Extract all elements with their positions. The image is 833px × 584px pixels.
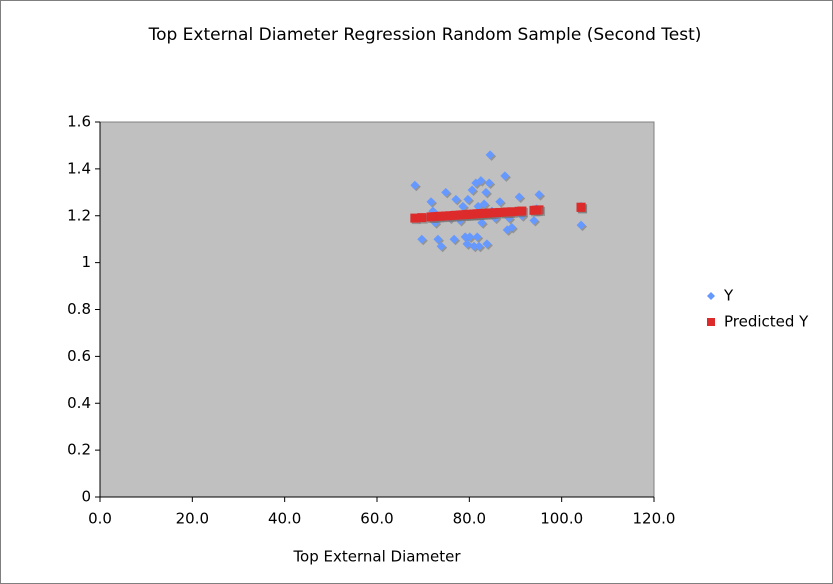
data-point xyxy=(507,207,517,217)
x-axis-title: Top External Diameter xyxy=(292,548,461,566)
y-tick-label: 0.2 xyxy=(67,441,91,459)
data-point xyxy=(417,213,427,223)
y-tick-label: 1.4 xyxy=(67,159,91,177)
x-tick-label: 0.0 xyxy=(88,510,112,528)
data-point xyxy=(410,180,420,190)
data-point xyxy=(485,150,495,160)
data-point xyxy=(451,194,461,204)
plot-area xyxy=(99,121,655,498)
data-point xyxy=(467,185,477,195)
data-point xyxy=(469,241,479,251)
y-tick-label: 0.4 xyxy=(67,394,91,412)
x-tick-label: 120.0 xyxy=(633,510,676,528)
data-point xyxy=(436,211,446,221)
data-point xyxy=(479,199,489,209)
data-point xyxy=(463,194,473,204)
x-tick-label: 100.0 xyxy=(540,510,583,528)
legend-marker xyxy=(707,292,715,300)
data-point xyxy=(436,241,446,251)
data-point xyxy=(576,202,586,212)
data-point xyxy=(482,239,492,249)
data-point xyxy=(495,197,505,207)
data-point xyxy=(484,178,494,188)
data-point xyxy=(507,222,517,232)
data-point xyxy=(500,171,510,181)
data-point xyxy=(529,215,539,225)
legend-marker xyxy=(707,318,715,326)
data-point xyxy=(474,241,484,251)
y-tick-label: 1.2 xyxy=(67,206,91,224)
y-tick-label: 1 xyxy=(81,253,91,271)
data-point xyxy=(534,190,544,200)
data-point xyxy=(426,197,436,207)
y-tick-label: 0.6 xyxy=(67,347,91,365)
data-point xyxy=(462,239,472,249)
x-tick-label: 60.0 xyxy=(360,510,393,528)
data-point xyxy=(532,205,542,215)
legend-label: Predicted Y xyxy=(724,313,809,331)
data-point xyxy=(410,213,420,223)
data-point xyxy=(433,234,443,244)
data-point xyxy=(490,208,500,218)
data-point xyxy=(472,232,482,242)
y-tick-label: 0.8 xyxy=(67,300,91,318)
data-point xyxy=(465,232,475,242)
data-point xyxy=(481,187,491,197)
data-point xyxy=(417,234,427,244)
data-point xyxy=(517,206,527,216)
x-tick-label: 20.0 xyxy=(176,510,209,528)
chart-title: Top External Diameter Regression Random … xyxy=(148,25,702,45)
data-point xyxy=(576,220,586,230)
data-point xyxy=(495,207,505,217)
x-tick-label: 40.0 xyxy=(268,510,301,528)
data-point xyxy=(460,232,470,242)
data-point xyxy=(514,192,524,202)
data-point xyxy=(441,187,451,197)
data-point xyxy=(476,176,486,186)
data-point xyxy=(449,234,459,244)
data-point xyxy=(477,218,487,228)
y-tick-label: 0 xyxy=(81,488,91,506)
data-point xyxy=(458,201,468,211)
y-tick-label: 1.6 xyxy=(67,113,91,131)
x-tick-label: 80.0 xyxy=(453,510,486,528)
legend-label: Y xyxy=(723,287,734,305)
